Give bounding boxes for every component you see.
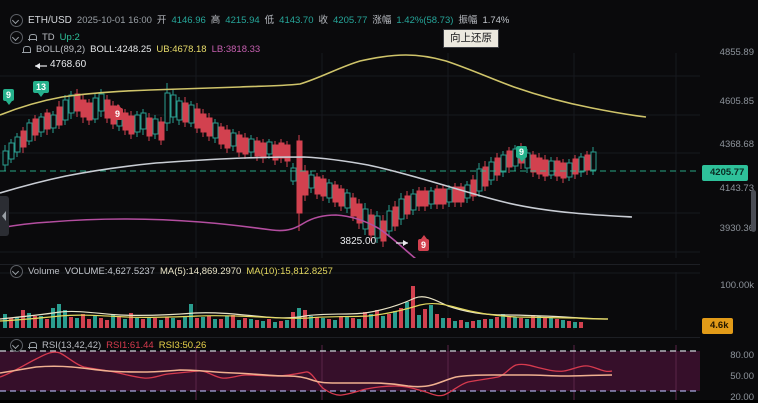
change-value: 1.42%(58.73) [396, 14, 454, 26]
alert-bell-icon[interactable] [28, 341, 37, 351]
close-label: 收 [318, 14, 329, 26]
boll-middle-band-line [0, 156, 633, 218]
volume-indicator-header: Volume VOLUME:4,627.5237 MA(5):14,869.29… [10, 265, 333, 278]
collapse-chevron-icon[interactable] [10, 14, 23, 27]
rsi1-value: RSI1:61.44 [106, 339, 154, 351]
price-tick-3: 4143.73 [719, 183, 754, 194]
low-annotation-label: 3825.00 [340, 236, 377, 247]
td-indicator-name: TD [42, 31, 55, 43]
low-label: 低 [264, 14, 275, 26]
amplitude-value: 1.74% [482, 14, 510, 26]
panel-divider-bottom [0, 337, 758, 338]
price-tick-4: 3930.36 [719, 223, 754, 234]
boll-mid-value: BOLL:4248.25 [90, 44, 152, 56]
rsi-indicator-header: RSI(13,42,42) RSI1:61.44 RSI3:50.26 [10, 339, 206, 352]
high-label: 高 [210, 14, 221, 26]
volume-ma5-line [0, 296, 609, 320]
td-marker-green-9-left[interactable]: 9 [3, 89, 15, 105]
volume-bars [3, 286, 583, 328]
current-price-badge[interactable]: 4205.77 [702, 165, 749, 181]
left-panel-handle[interactable] [0, 196, 9, 236]
low-annotation-arrow [396, 240, 408, 246]
volume-ma10-value: MA(10):15,812.8257 [246, 265, 333, 277]
alert-bell-icon[interactable] [28, 33, 37, 43]
price-chart-panel[interactable]: 4768.60 3825.00 9 13 9 9 9 [0, 53, 700, 258]
volume-chart-svg [0, 272, 700, 330]
td-indicator-value: Up:2 [59, 31, 80, 43]
td-marker-red-9-mid[interactable]: 9 [418, 235, 430, 251]
price-grid [0, 53, 700, 258]
rsi3-value: RSI3:50.26 [158, 339, 207, 351]
rsi-chart-panel[interactable] [0, 345, 700, 400]
price-tick-2: 4368.68 [719, 139, 754, 150]
high-annotation-label: 4768.60 [50, 59, 87, 70]
price-chart-svg [0, 53, 700, 258]
price-tick-0: 4855.89 [719, 47, 754, 58]
collapse-chevron-icon[interactable] [10, 339, 23, 352]
td-marker-red-9-left[interactable]: 9 [112, 104, 124, 120]
rsi-chart-svg [0, 345, 700, 400]
td-marker-green-13[interactable]: 13 [33, 81, 50, 97]
candlestick-series [2, 83, 597, 247]
collapse-chevron-icon[interactable] [10, 265, 23, 278]
right-axis[interactable]: 4855.89 4605.85 4368.68 4205.77 4143.73 … [700, 0, 758, 403]
rsi-tick-1: 50.00 [730, 371, 754, 382]
panel-divider-top [0, 264, 758, 265]
rsi-tick-0: 80.00 [730, 350, 754, 361]
amplitude-label: 振幅 [458, 14, 478, 26]
boll-indicator-header: BOLL(89,2) BOLL:4248.25 UB:4678.18 LB:38… [22, 45, 260, 55]
rsi3-line [0, 365, 613, 388]
close-value: 4205.77 [333, 14, 368, 26]
price-axis-scrollbar[interactable] [751, 190, 756, 232]
td-indicator-header: TD Up:2 [10, 31, 80, 44]
current-volume-badge[interactable]: 4.6k [702, 318, 733, 334]
low-value: 4143.70 [279, 14, 314, 26]
quote-header: ETH/USD 2025-10-01 16:00 开 4146.96 高 421… [10, 14, 509, 27]
rsi-tick-2: 20.00 [730, 392, 754, 403]
high-annotation-arrow [35, 63, 47, 69]
high-value: 4215.94 [225, 14, 260, 26]
volume-tick-0: 100.00k [720, 280, 754, 291]
datetime-label: 2025-10-01 16:00 [76, 14, 152, 26]
boll-lb-value: LB:3818.33 [211, 44, 261, 56]
volume-ma10-line [0, 302, 609, 322]
change-label: 涨幅 [372, 14, 392, 26]
collapse-chevron-icon[interactable] [10, 31, 23, 44]
volume-chart-panel[interactable] [0, 272, 700, 330]
volume-value: VOLUME:4,627.5237 [64, 265, 155, 277]
symbol-label: ETH/USD [28, 14, 72, 26]
td-marker-green-9-right[interactable]: 9 [516, 146, 528, 162]
open-value: 4146.96 [171, 14, 206, 26]
volume-ma5-value: MA(5):14,869.2970 [160, 265, 242, 277]
boll-indicator-name: BOLL(89,2) [36, 44, 86, 56]
price-tick-1: 4605.85 [719, 96, 754, 107]
boll-upper-band-line [0, 54, 647, 118]
volume-title: Volume [28, 265, 60, 277]
alert-bell-icon[interactable] [22, 45, 31, 55]
open-label: 开 [156, 14, 167, 26]
boll-ub-value: UB:4678.18 [156, 44, 207, 56]
boll-lower-band-line [0, 214, 417, 258]
rsi-indicator-name: RSI(13,42,42) [42, 339, 102, 351]
restore-up-button[interactable]: 向上还原 [443, 29, 499, 48]
